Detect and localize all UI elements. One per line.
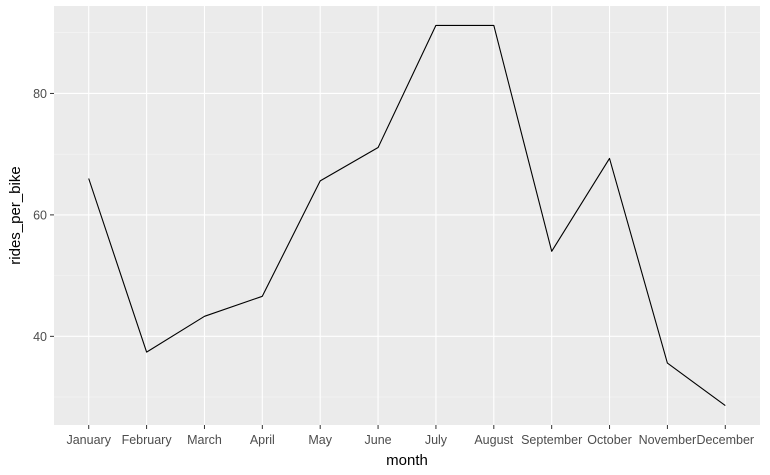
series-line-rides-per-bike bbox=[88, 24, 726, 407]
x-tick-label-december: December bbox=[696, 433, 754, 447]
x-tick-label-february: February bbox=[122, 433, 173, 447]
plot-panel bbox=[54, 6, 760, 425]
x-tick-label-march: March bbox=[187, 433, 222, 447]
x-tick-label-may: May bbox=[308, 433, 332, 447]
y-axis: 40 60 80 bbox=[33, 87, 54, 344]
x-tick-label-june: June bbox=[365, 433, 392, 447]
y-tick-label-80: 80 bbox=[33, 87, 47, 101]
x-tick-label-october: October bbox=[587, 433, 631, 447]
x-tick-label-september: September bbox=[521, 433, 582, 447]
major-gridlines bbox=[54, 6, 760, 425]
x-tick-label-august: August bbox=[474, 433, 513, 447]
y-axis-title: rides_per_bike bbox=[7, 166, 24, 264]
x-tick-label-january: January bbox=[66, 433, 111, 447]
y-tick-label-40: 40 bbox=[33, 330, 47, 344]
y-tick-label-60: 60 bbox=[33, 208, 47, 222]
x-axis: January February March April May June July Augu… bbox=[66, 425, 754, 447]
x-tick-label-april: April bbox=[250, 433, 275, 447]
x-axis-title: month bbox=[386, 452, 428, 469]
x-tick-label-november: November bbox=[639, 433, 697, 447]
x-tick-label-july: July bbox=[425, 433, 448, 447]
